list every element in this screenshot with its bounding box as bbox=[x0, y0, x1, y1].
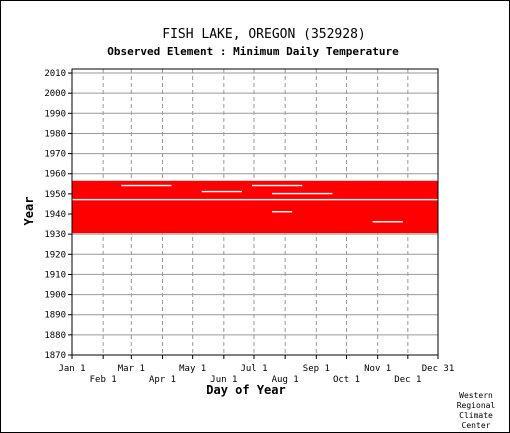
credit-line-3: Climate bbox=[459, 411, 493, 420]
y-tick-label: 1970 bbox=[44, 150, 66, 160]
y-axis-label: Year bbox=[22, 197, 36, 226]
x-tick-label-upper: May 1 bbox=[179, 364, 206, 374]
x-tick-label-upper: Jul 1 bbox=[240, 364, 267, 374]
data-layer bbox=[72, 180, 438, 234]
x-tick-label-upper: Jan 1 bbox=[58, 364, 85, 374]
axis-ticks: 1870 1880 1890 1900 1910 1920 1930 1940 1950 1960… bbox=[44, 69, 454, 385]
x-tick-label-lower: Jun 1 bbox=[210, 375, 237, 385]
x-tick-label-lower: Aug 1 bbox=[272, 375, 299, 385]
missing-data-gap bbox=[272, 192, 333, 195]
credit-line-1: Western bbox=[459, 391, 493, 400]
x-axis-label: Day of Year bbox=[206, 383, 285, 397]
x-tick-label-upper: Mar 1 bbox=[118, 364, 145, 374]
y-tick-label: 1990 bbox=[44, 109, 66, 119]
chart-title: FISH LAKE, OREGON (352928) bbox=[162, 27, 366, 42]
y-tick-label: 1930 bbox=[44, 230, 66, 240]
x-tick-label-upper: Nov 1 bbox=[364, 364, 391, 374]
y-tick-label: 1900 bbox=[44, 291, 66, 301]
x-tick-label-lower: Oct 1 bbox=[333, 375, 360, 385]
plot-area-border bbox=[71, 68, 439, 356]
missing-data-gap bbox=[372, 221, 403, 223]
x-tick-label-upper: Sep 1 bbox=[303, 364, 330, 374]
y-tick-label: 1950 bbox=[44, 190, 66, 200]
missing-data-gap bbox=[251, 184, 303, 187]
missing-data-gap bbox=[272, 210, 293, 213]
observed-data-band bbox=[72, 180, 438, 234]
y-tick-label: 2000 bbox=[44, 89, 66, 99]
y-tick-label: 2010 bbox=[44, 69, 66, 79]
y-tick-label: 1910 bbox=[44, 270, 66, 280]
y-tick-label: 1870 bbox=[44, 351, 66, 361]
credit-line-2: Regional bbox=[457, 401, 496, 410]
credit-line-4: Center bbox=[462, 421, 491, 430]
missing-data-gap bbox=[201, 190, 242, 193]
y-tick-label: 1880 bbox=[44, 331, 66, 341]
y-tick-label: 1960 bbox=[44, 170, 66, 180]
x-tick-label-lower: Feb 1 bbox=[90, 375, 117, 385]
y-tick-label: 1890 bbox=[44, 311, 66, 321]
chart-subtitle: Observed Element : Minimum Daily Tempera… bbox=[107, 45, 399, 58]
x-tick-label-upper: Dec 31 bbox=[422, 364, 455, 374]
y-tick-label: 1980 bbox=[44, 129, 66, 139]
y-tick-label: 1920 bbox=[44, 250, 66, 260]
x-tick-label-lower: Dec 1 bbox=[394, 375, 421, 385]
missing-data-gap bbox=[72, 198, 438, 201]
y-tick-label: 1940 bbox=[44, 210, 66, 220]
missing-data-gap bbox=[121, 184, 172, 187]
x-tick-label-lower: Apr 1 bbox=[149, 375, 176, 385]
